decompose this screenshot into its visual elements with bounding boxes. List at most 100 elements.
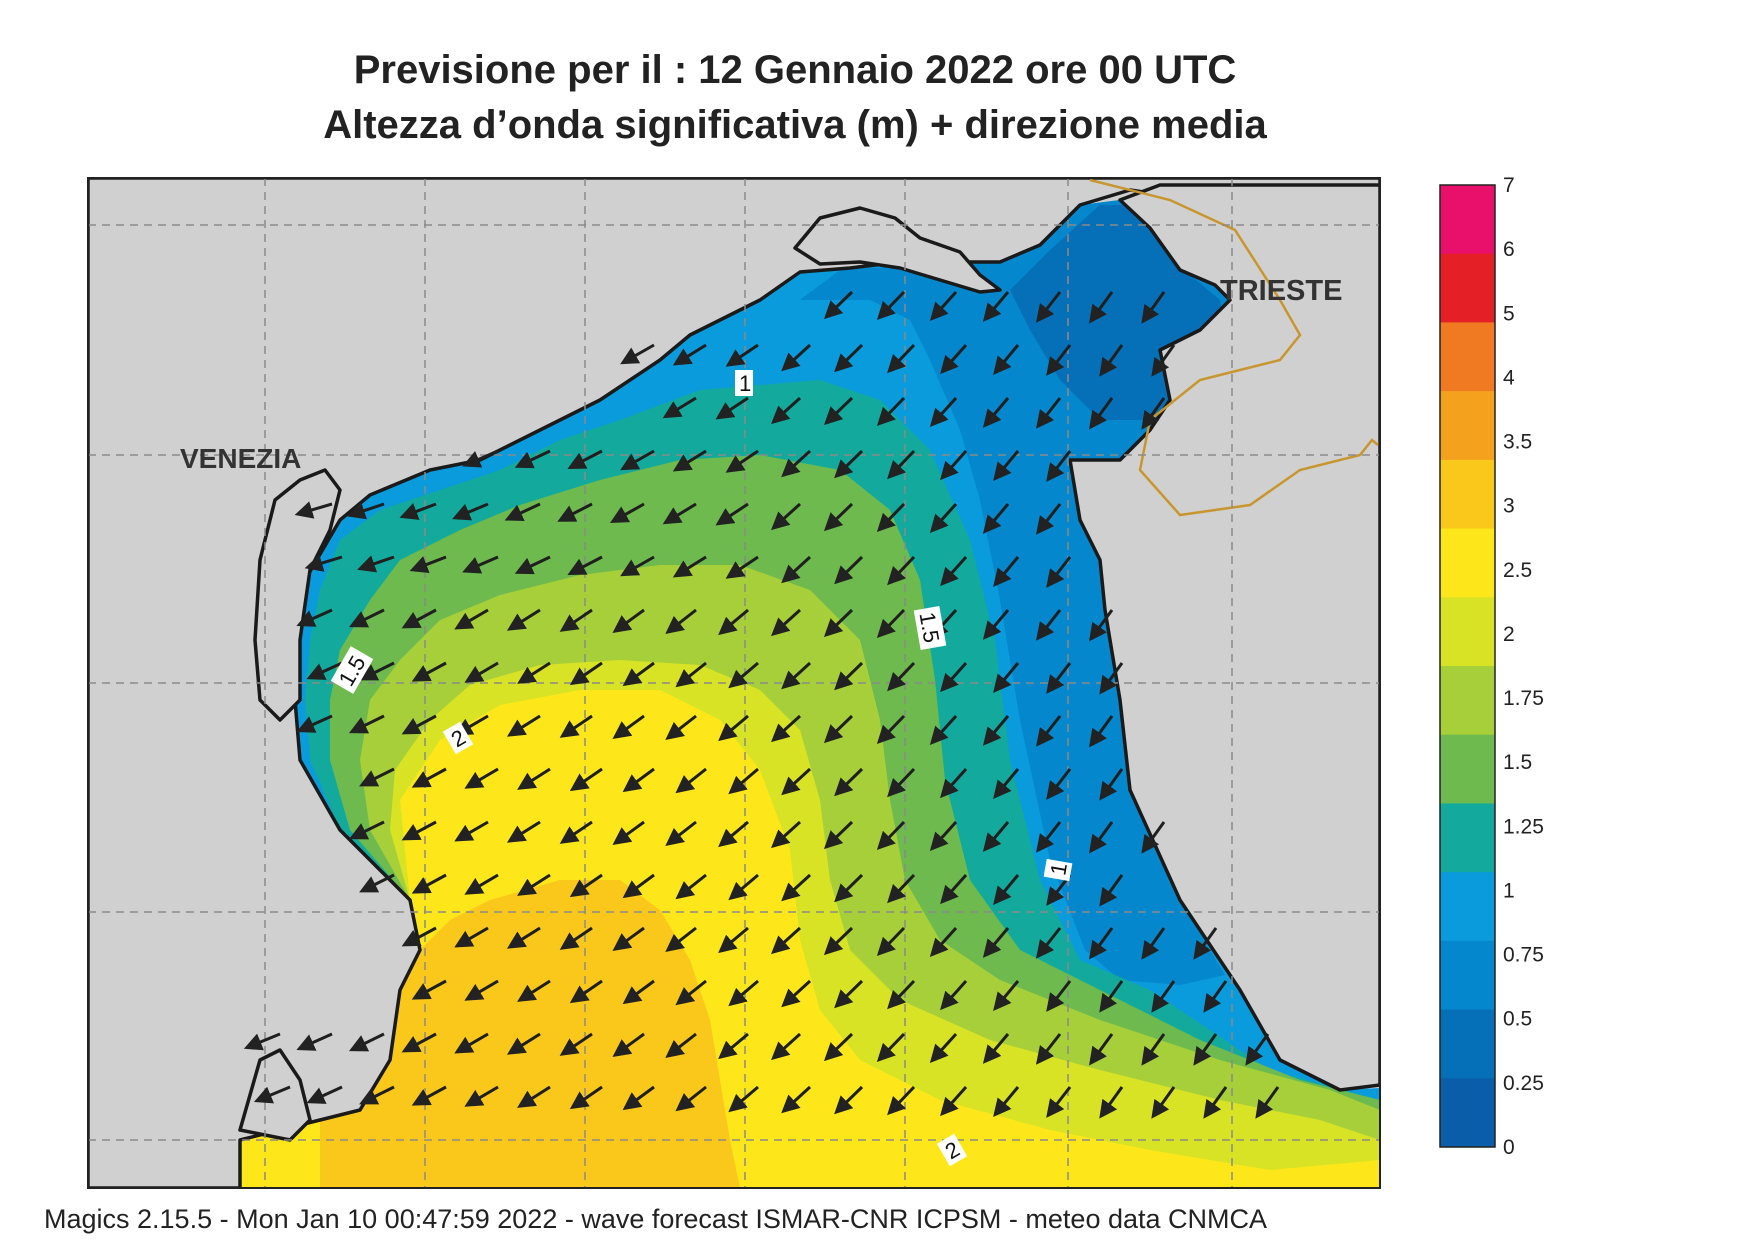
wave-arrow [781,661,812,690]
colorbar-tick-label: 2 [1503,623,1515,646]
wave-arrow [622,767,655,793]
map-frame [87,177,1381,1189]
wave-arrow [620,343,655,365]
wave-arrow [517,1085,551,1108]
colorbar-block [1440,734,1495,804]
wave-arrow [622,661,655,687]
wave-arrow [517,767,551,790]
wave-arrow [1089,397,1114,430]
wave-arrow [834,767,864,797]
wave-arrow [781,1085,812,1114]
wave-arrow [1035,821,1062,853]
wave-arrow [411,979,447,1000]
wave-arrow [665,1032,697,1059]
wave-arrow [612,714,645,739]
wave-arrow [401,1032,437,1053]
wave-arrow [454,820,489,842]
wave-arrow [411,767,447,788]
colorbar-frame [1439,184,1496,1148]
wave-arrow [622,873,655,899]
wave-arrow [728,979,759,1007]
wave-arrow [876,502,906,533]
wave-arrow [612,608,645,633]
wave-arrow [718,820,749,848]
wave-arrow [569,873,603,898]
wave-arrow [728,767,759,795]
wave-arrow [401,926,437,947]
wave-arrow [1035,291,1062,323]
wave-arrow [1203,980,1228,1013]
wave-arrow [940,874,968,905]
wave-arrow [982,503,1010,534]
wave-arrow [569,661,603,686]
wave-arrow [1151,980,1176,1013]
wave-arrow [887,661,916,692]
wave-arrow [1035,715,1062,747]
wave-arrow [1099,1086,1124,1119]
wave-arrow [296,714,333,733]
wave-arrow [823,502,854,532]
wave-arrow [887,555,916,586]
colorbar-tick-label: 0.75 [1503,944,1544,967]
wave-arrow [1099,874,1124,907]
wave-arrow [253,1085,291,1104]
wave-arrow [823,290,854,320]
wave-arrow [304,554,343,572]
wave-arrow [1035,609,1062,641]
wave-arrow [357,555,395,573]
wave-arrow [887,979,916,1010]
wave-arrow [834,661,864,691]
wave-arrow [506,926,541,949]
wave-arrow [725,343,759,367]
wave-arrow [993,662,1020,694]
wave-arrow [929,714,958,745]
wave-arrow [929,926,958,957]
wave-arrow [559,1032,593,1056]
wave-arrow [1046,768,1072,800]
wave-arrow [399,502,437,520]
wave-arrow [559,714,593,738]
wave-arrow [1151,344,1176,377]
wave-arrow [506,714,541,737]
contour-label-1-5-east: 1.5 [914,610,944,644]
wave-arrow [612,820,645,845]
wave-arrow [728,661,759,689]
wave-arrow [993,980,1020,1012]
wave-arrow [1046,1086,1072,1118]
wave-arrow [929,396,958,427]
wave-arrow [781,873,812,902]
wave-arrow [887,449,916,480]
wave-arrow [454,714,489,736]
wave-arrow [569,767,603,792]
wave-arrow [1035,503,1062,535]
wave-arrow [876,290,906,321]
wave-arrow [1046,980,1072,1012]
wave-arrow [662,396,697,419]
colorbar-block [1440,253,1495,323]
wave-arrow [876,1032,906,1063]
wave-arrow [620,449,655,471]
wave-arrow [771,608,802,637]
wave-arrow [940,450,968,481]
wave-arrow [781,979,812,1008]
wave-arrow [715,502,749,526]
contour-labels: 1 1.5 1.5 2 1 2 [330,370,1073,1167]
wave-arrow [771,714,802,743]
wave-arrow [718,608,749,636]
wave-arrow [665,608,697,635]
wave-arrow [517,873,551,896]
wave-arrow [464,873,499,895]
colorbar-block [1440,391,1495,461]
wave-arrow [348,1032,385,1052]
wave-arrow [517,661,551,684]
wave-arrow [454,1032,489,1054]
wave-arrow [348,608,385,628]
wave-arrow [887,767,916,798]
wave-arrow [940,980,968,1011]
colorbar-tick-label: 3 [1503,495,1515,518]
wave-arrow [771,502,802,531]
wave-arrow [940,556,968,587]
wave-arrow [506,1032,541,1055]
wave-arrow [1046,662,1072,694]
wave-arrow [612,926,645,951]
